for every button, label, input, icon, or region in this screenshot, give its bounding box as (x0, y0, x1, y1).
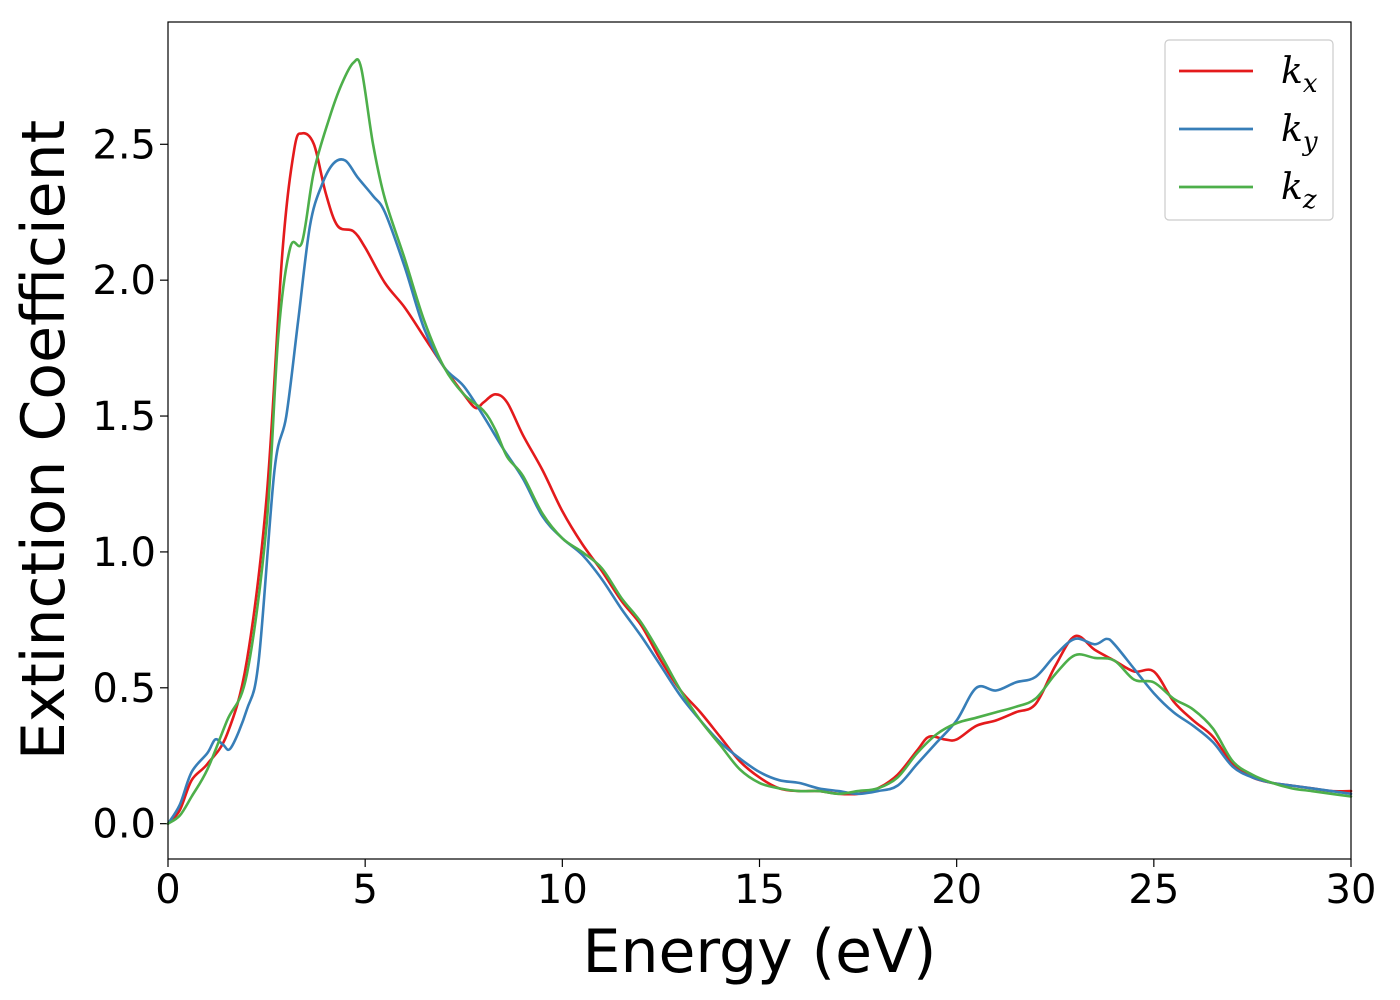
y-tick-label: 0.0 (92, 802, 156, 848)
legend-label-base: k (1281, 167, 1303, 208)
x-axis-ticks: 0 5 10 15 20 25 30 (155, 859, 1376, 913)
legend-label-subscript: z (1302, 185, 1317, 215)
series-lines (166, 58, 1353, 825)
y-axis-ticks: 0.0 0.5 1.0 1.5 2.0 2.5 (92, 122, 168, 848)
legend-label-subscript: y (1302, 127, 1318, 157)
x-tick-label: 30 (1326, 867, 1377, 913)
y-tick-label: 2.0 (92, 258, 156, 304)
legend-label-kx: kx (1281, 51, 1318, 99)
y-axis-label: Extinction Coefficient (9, 120, 79, 760)
x-tick-label: 5 (352, 867, 377, 913)
y-tick-label: 1.5 (92, 394, 156, 440)
x-tick-label: 10 (537, 867, 588, 913)
x-tick-label: 25 (1128, 867, 1179, 913)
series-line-kx (166, 131, 1353, 825)
y-tick-label: 1.0 (92, 530, 156, 576)
legend-label-ky: ky (1281, 109, 1318, 157)
x-tick-label: 15 (734, 867, 785, 913)
x-tick-label: 20 (931, 867, 982, 913)
plot-frame (167, 21, 1352, 860)
legend-label-subscript: x (1303, 69, 1318, 99)
legend-label-base: k (1281, 109, 1303, 150)
series-line-kz (166, 58, 1353, 825)
legend-label-base: k (1281, 51, 1303, 92)
x-axis-label: Energy (eV) (583, 917, 937, 987)
legend-label-kz: kz (1281, 167, 1317, 215)
x-tick-label: 0 (155, 867, 180, 913)
series-line-ky (166, 158, 1353, 825)
y-tick-label: 2.5 (92, 122, 156, 168)
y-tick-label: 0.5 (92, 666, 156, 712)
